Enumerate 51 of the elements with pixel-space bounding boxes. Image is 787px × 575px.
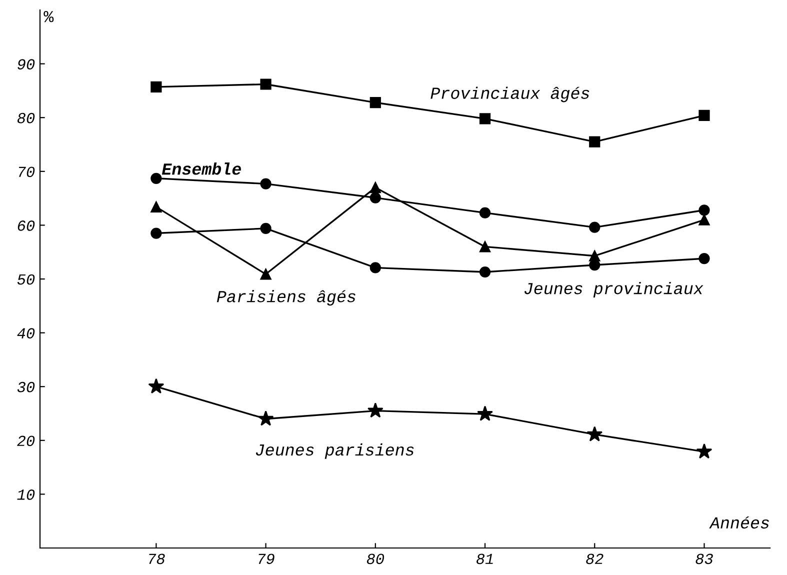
x-axis-title: Années — [709, 516, 769, 529]
y-axis-title: % — [44, 11, 54, 22]
x-tick-label: 81 — [476, 554, 493, 564]
point — [150, 172, 162, 184]
point — [479, 241, 491, 252]
point — [150, 228, 162, 239]
y-tick-label: 70 — [18, 166, 35, 178]
y-tick-label: 50 — [17, 274, 35, 285]
point — [260, 222, 272, 234]
series-label: Parisiens âgés — [216, 290, 356, 306]
point — [477, 406, 493, 421]
series-label: Jeunes parisiens — [256, 443, 414, 459]
point — [148, 378, 164, 394]
y-tick-label: 90 — [18, 59, 35, 70]
point — [370, 96, 381, 108]
point — [367, 402, 384, 418]
series-label: Ensemble — [162, 162, 241, 175]
y-tick-label: 60 — [18, 220, 35, 231]
y-tick-label: 20 — [17, 436, 35, 446]
point — [479, 266, 491, 278]
point — [150, 201, 162, 212]
point — [370, 262, 381, 274]
point — [260, 178, 272, 190]
point — [589, 222, 600, 233]
x-tick-label: 78 — [149, 554, 165, 564]
point — [586, 426, 603, 442]
point — [260, 78, 272, 90]
point — [589, 250, 600, 262]
point — [479, 207, 491, 218]
y-tick-label: 40 — [17, 328, 35, 338]
point — [260, 268, 272, 280]
x-tick-label: 79 — [258, 554, 274, 564]
x-tick-label: 83 — [696, 554, 713, 564]
point — [479, 113, 491, 124]
point — [698, 204, 710, 216]
x-tick-label: 80 — [366, 554, 384, 564]
point — [698, 110, 710, 122]
point — [370, 182, 381, 194]
point — [370, 192, 381, 204]
series-label: Provinciaux âgés — [430, 86, 590, 102]
y-tick-label: 30 — [17, 382, 35, 392]
series-label: Jeunes provinciaux — [524, 282, 704, 298]
point — [150, 81, 162, 92]
point — [698, 253, 710, 264]
point — [698, 214, 710, 226]
y-tick-label: 10 — [17, 490, 35, 500]
x-tick-label: 82 — [586, 554, 604, 564]
y-tick-label: 80 — [17, 112, 35, 124]
point — [589, 136, 600, 148]
point — [696, 443, 712, 459]
point — [258, 410, 274, 426]
